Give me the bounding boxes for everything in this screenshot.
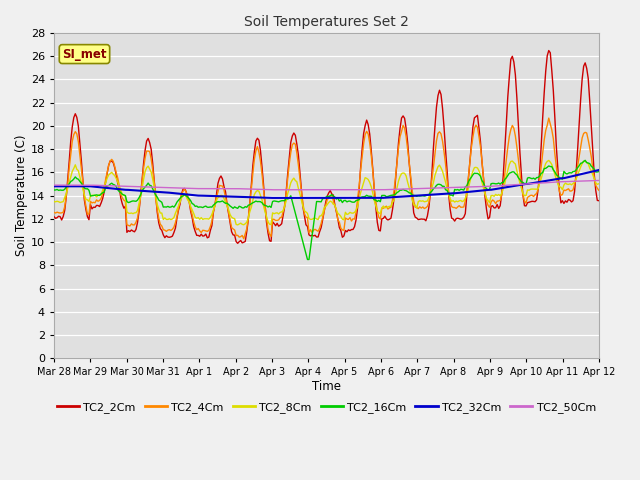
TC2_16Cm	[595, 169, 603, 175]
Line: TC2_50Cm: TC2_50Cm	[54, 180, 599, 190]
TC2_4Cm	[290, 140, 298, 146]
TC2_16Cm	[50, 187, 58, 193]
Text: SI_met: SI_met	[62, 48, 107, 60]
TC2_8Cm	[595, 181, 603, 187]
TC2_2Cm	[568, 199, 575, 205]
X-axis label: Time: Time	[312, 380, 341, 393]
TC2_50Cm	[212, 186, 220, 192]
TC2_4Cm	[241, 231, 249, 237]
Line: TC2_32Cm: TC2_32Cm	[54, 170, 599, 198]
TC2_50Cm	[566, 179, 574, 184]
TC2_8Cm	[241, 221, 249, 227]
Line: TC2_16Cm: TC2_16Cm	[54, 160, 599, 260]
TC2_32Cm	[50, 183, 58, 189]
TC2_2Cm	[234, 240, 241, 246]
TC2_8Cm	[212, 197, 220, 203]
TC2_4Cm	[595, 187, 603, 193]
TC2_4Cm	[231, 227, 239, 233]
TC2_2Cm	[117, 195, 125, 201]
TC2_8Cm	[50, 199, 58, 204]
TC2_8Cm	[117, 187, 125, 193]
TC2_32Cm	[566, 174, 574, 180]
Line: TC2_8Cm: TC2_8Cm	[54, 160, 599, 225]
Y-axis label: Soil Temperature (C): Soil Temperature (C)	[15, 135, 28, 256]
TC2_8Cm	[290, 175, 298, 181]
TC2_2Cm	[241, 239, 249, 244]
TC2_2Cm	[545, 48, 552, 53]
TC2_50Cm	[290, 187, 298, 192]
TC2_4Cm	[50, 209, 58, 215]
TC2_50Cm	[117, 183, 125, 189]
Legend: TC2_2Cm, TC2_4Cm, TC2_8Cm, TC2_16Cm, TC2_32Cm, TC2_50Cm: TC2_2Cm, TC2_4Cm, TC2_8Cm, TC2_16Cm, TC2…	[52, 398, 600, 418]
TC2_16Cm	[212, 200, 220, 205]
TC2_16Cm	[117, 190, 125, 195]
TC2_8Cm	[234, 222, 241, 228]
TC2_32Cm	[268, 195, 275, 201]
TC2_4Cm	[117, 192, 125, 198]
TC2_8Cm	[545, 157, 552, 163]
TC2_8Cm	[568, 182, 575, 188]
TC2_32Cm	[212, 193, 220, 199]
TC2_4Cm	[568, 188, 575, 194]
TC2_4Cm	[240, 236, 248, 241]
TC2_2Cm	[50, 214, 58, 220]
TC2_8Cm	[231, 216, 239, 221]
Line: TC2_2Cm: TC2_2Cm	[54, 50, 599, 243]
TC2_50Cm	[595, 178, 603, 183]
TC2_50Cm	[240, 186, 248, 192]
TC2_16Cm	[231, 204, 239, 210]
TC2_2Cm	[231, 232, 239, 238]
TC2_16Cm	[240, 205, 248, 211]
TC2_32Cm	[290, 195, 298, 201]
TC2_16Cm	[303, 257, 311, 263]
TC2_32Cm	[240, 194, 248, 200]
TC2_50Cm	[268, 187, 275, 192]
TC2_50Cm	[50, 182, 58, 188]
TC2_16Cm	[289, 199, 296, 204]
Line: TC2_4Cm: TC2_4Cm	[54, 118, 599, 239]
TC2_32Cm	[595, 167, 603, 173]
TC2_16Cm	[581, 157, 589, 163]
TC2_32Cm	[117, 186, 125, 192]
TC2_50Cm	[231, 186, 239, 192]
TC2_2Cm	[212, 192, 220, 198]
TC2_32Cm	[231, 194, 239, 200]
TC2_16Cm	[566, 170, 574, 176]
TC2_4Cm	[212, 194, 220, 200]
Title: Soil Temperatures Set 2: Soil Temperatures Set 2	[244, 15, 409, 29]
TC2_2Cm	[595, 198, 603, 204]
TC2_2Cm	[290, 130, 298, 136]
TC2_4Cm	[545, 115, 552, 121]
